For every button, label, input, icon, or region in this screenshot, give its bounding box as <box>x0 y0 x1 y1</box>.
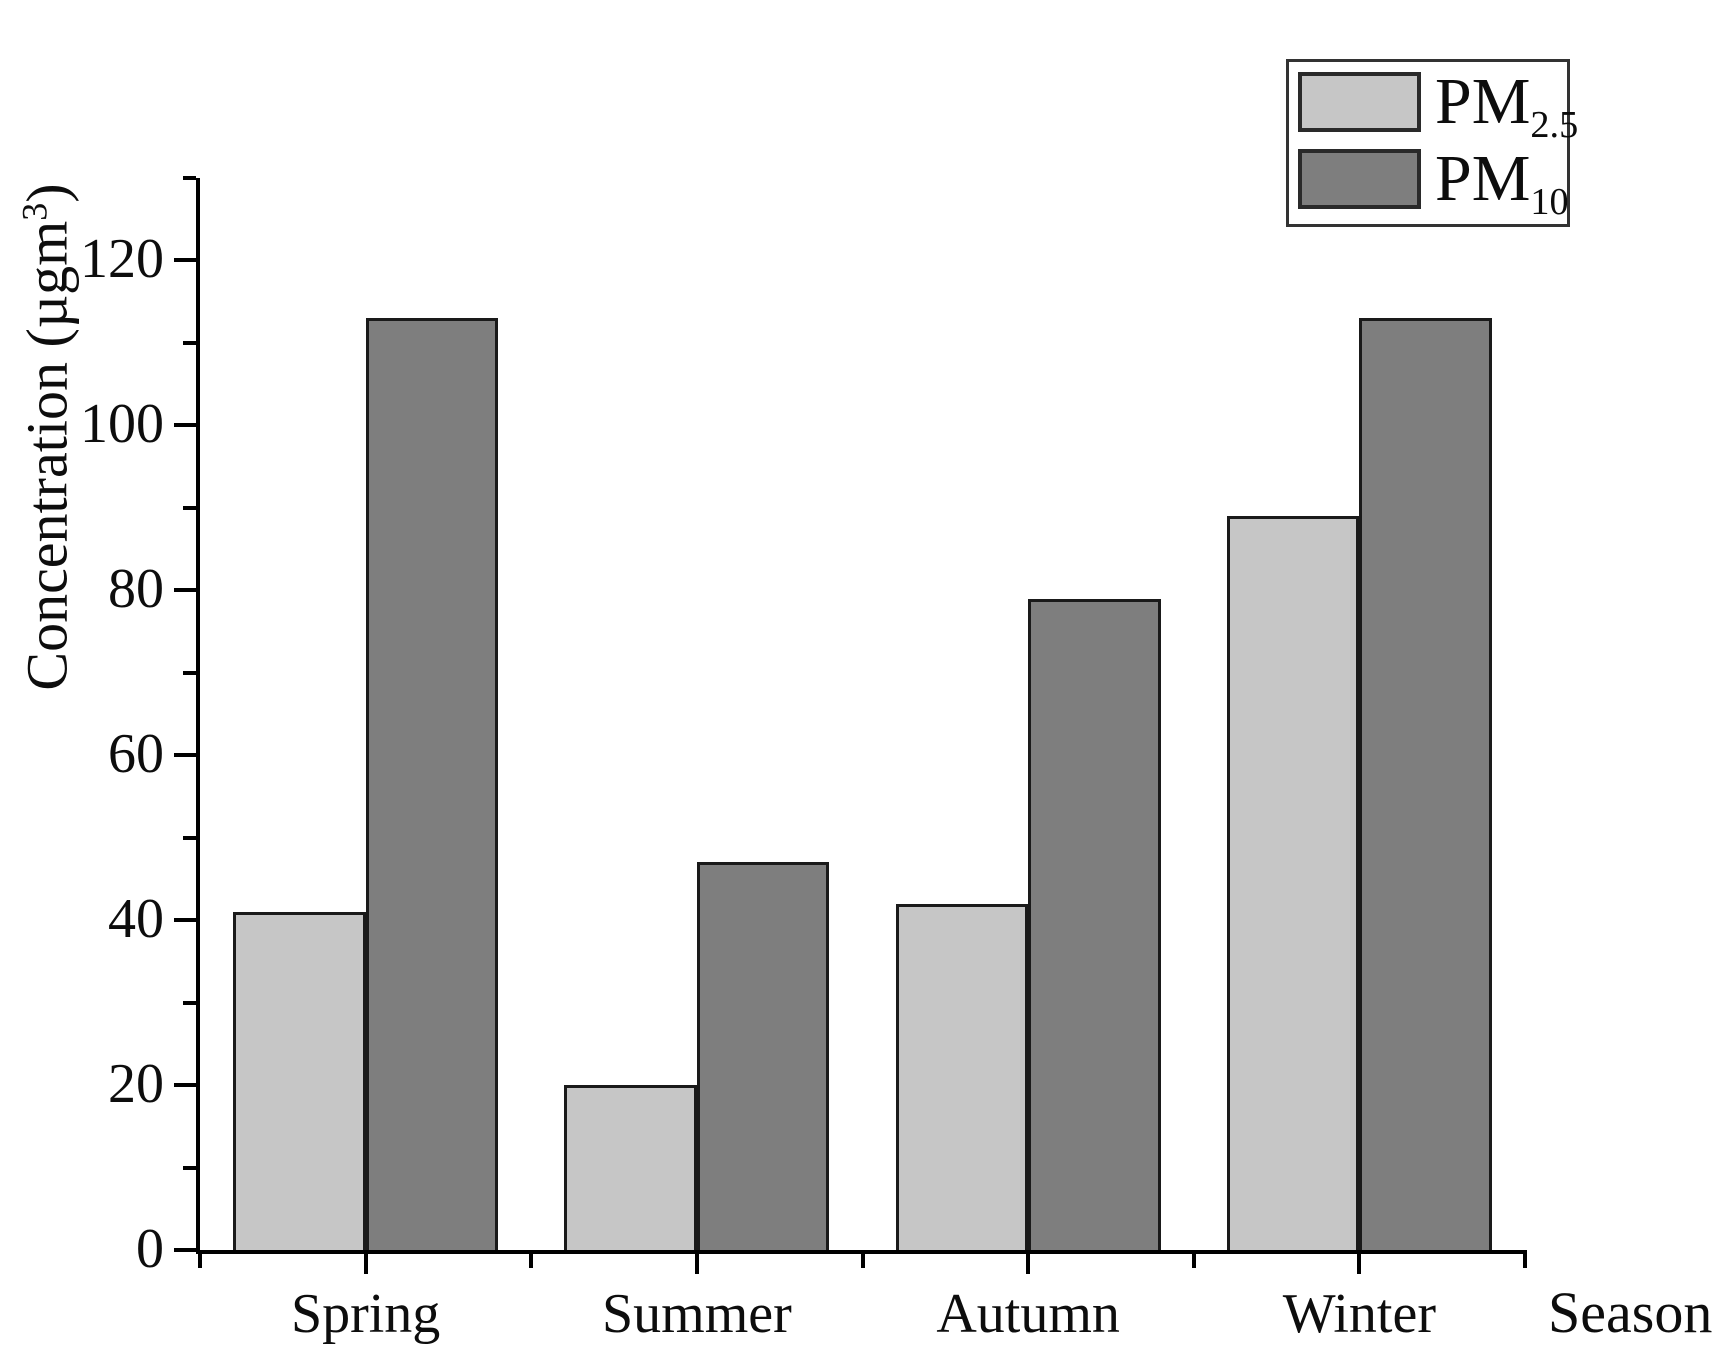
y-tick-label: 120 <box>80 228 164 291</box>
bar-pm2-5-autumn <box>895 903 1029 1250</box>
y-minor-tick <box>183 505 196 510</box>
y-axis-line <box>196 178 200 1254</box>
y-minor-tick <box>183 1165 196 1170</box>
bar-pm2-5-spring <box>233 911 366 1250</box>
y-major-tick <box>174 918 196 923</box>
y-tick-label: 60 <box>108 723 164 786</box>
legend-item-pm2-5: PM2.5 <box>1298 69 1578 144</box>
y-tick-label: 40 <box>108 888 164 951</box>
y-major-tick <box>174 423 196 428</box>
x-major-tick <box>1357 1250 1362 1274</box>
y-minor-tick <box>183 1000 196 1005</box>
y-tick-label: 20 <box>108 1052 164 1115</box>
y-minor-tick <box>183 835 196 840</box>
legend-label-subscript: 2.5 <box>1530 104 1579 147</box>
bar-pm2-5-summer <box>564 1085 697 1250</box>
y-minor-tick <box>183 176 196 180</box>
y-tick-label: 100 <box>80 393 164 456</box>
y-major-tick <box>174 588 196 593</box>
x-major-tick <box>694 1250 699 1274</box>
x-tick-label-summer: Summer <box>601 1283 792 1345</box>
y-minor-tick <box>183 340 196 345</box>
y-minor-tick <box>183 670 196 675</box>
bar-pm10-winter <box>1359 318 1492 1250</box>
y-major-tick <box>174 258 196 263</box>
x-group-boundary-tick <box>860 1250 865 1268</box>
y-axis-title-text: Concentration (µgm <box>14 220 80 691</box>
x-group-boundary-tick <box>1523 1250 1527 1268</box>
bar-pm2-5-winter <box>1226 516 1360 1250</box>
legend-swatch-pm10 <box>1298 149 1421 209</box>
legend-label-subscript: 10 <box>1530 181 1569 224</box>
x-major-tick <box>363 1250 368 1274</box>
y-tick-label: 0 <box>136 1217 164 1280</box>
y-axis-title-suffix: ) <box>14 183 80 203</box>
legend-swatch-pm2-5 <box>1298 72 1421 132</box>
x-major-tick <box>1026 1250 1031 1274</box>
legend-item-pm10: PM10 <box>1298 146 1569 221</box>
legend: PM2.5 PM10 <box>1286 59 1578 227</box>
x-group-boundary-tick <box>198 1250 202 1268</box>
plot-area: 0 20 40 60 80 100 120 Spring Summer Autumn Winter <box>80 176 1527 1342</box>
x-axis-title: Season <box>1548 1280 1713 1345</box>
bar-pm10-summer <box>696 862 830 1250</box>
y-major-tick <box>174 753 196 758</box>
legend-label-base: PM <box>1435 65 1531 138</box>
x-tick-label-winter: Winter <box>1282 1283 1436 1345</box>
y-major-tick <box>174 1248 196 1252</box>
x-tick-label-autumn: Autumn <box>936 1283 1120 1345</box>
y-major-tick <box>174 1083 196 1088</box>
bar-pm10-autumn <box>1028 598 1161 1250</box>
legend-label-pm2-5: PM2.5 <box>1435 69 1578 145</box>
y-axis-title: Concentration (µgm3) <box>14 183 79 690</box>
legend-label-pm10: PM10 <box>1435 146 1569 222</box>
bar-pm10-spring <box>365 318 499 1250</box>
y-axis-title-superscript: 3 <box>14 202 55 221</box>
x-group-boundary-tick <box>1191 1250 1196 1268</box>
x-group-boundary-tick <box>529 1250 534 1268</box>
legend-label-base: PM <box>1435 142 1531 215</box>
y-tick-label: 80 <box>108 558 164 621</box>
x-tick-label-spring: Spring <box>290 1283 441 1345</box>
